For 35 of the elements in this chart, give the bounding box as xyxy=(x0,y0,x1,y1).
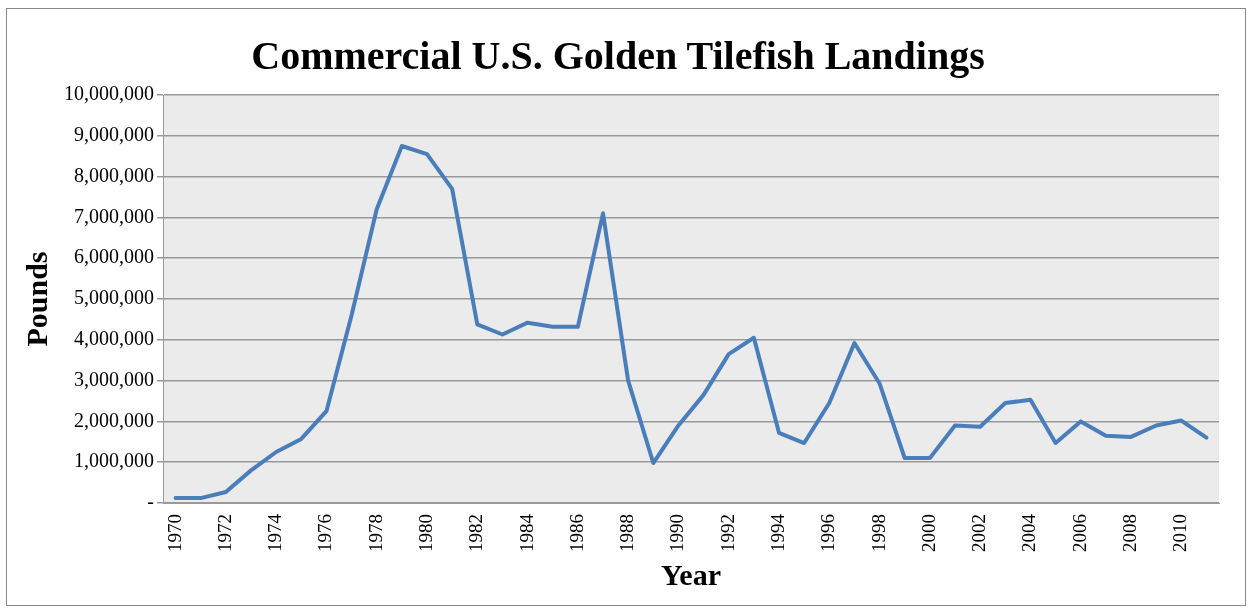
x-tick-label: 2008 xyxy=(1118,514,1140,552)
x-tick-label: 1988 xyxy=(616,514,638,552)
x-tick-label: 2002 xyxy=(968,514,990,552)
x-tick-label: 1990 xyxy=(666,514,688,552)
y-tick-label: 9,000,000 xyxy=(74,123,154,146)
x-tick-label: 1970 xyxy=(163,514,185,552)
x-tick-label: 1996 xyxy=(817,514,839,552)
y-tick-label: 10,000,000 xyxy=(64,82,154,105)
x-tick-label: 2000 xyxy=(917,514,939,552)
chart-title: Commercial U.S. Golden Tilefish Landings xyxy=(251,33,985,79)
x-tick-label: 1978 xyxy=(364,514,386,552)
x-tick-label: 1980 xyxy=(414,514,436,552)
x-tick-label: 1984 xyxy=(515,513,537,552)
x-tick-label: 1992 xyxy=(716,514,738,552)
x-tick-label: 1994 xyxy=(766,513,788,552)
x-tick-label: 1998 xyxy=(867,514,889,552)
y-tick-label: 2,000,000 xyxy=(74,408,154,431)
x-tick-label: 1972 xyxy=(213,514,235,552)
x-tick-label: 2004 xyxy=(1018,513,1040,552)
x-tick-label: 1986 xyxy=(565,514,587,552)
y-tick-label: - xyxy=(147,490,154,513)
x-tick-label: 1982 xyxy=(465,514,487,552)
y-tick-label: 1,000,000 xyxy=(74,449,154,472)
y-axis-title: Pounds xyxy=(19,251,53,347)
x-tick-label: 1974 xyxy=(264,513,286,552)
y-tick-label: 7,000,000 xyxy=(74,204,154,227)
y-tick-label: 4,000,000 xyxy=(74,327,154,350)
y-tick-label: 5,000,000 xyxy=(74,286,154,309)
y-tick-label: 8,000,000 xyxy=(74,163,154,186)
x-tick-label: 1976 xyxy=(314,514,336,552)
x-axis-title: Year xyxy=(661,557,721,591)
y-tick-label: 6,000,000 xyxy=(74,245,154,268)
y-tick-label: 3,000,000 xyxy=(74,367,154,390)
x-tick-label: 2010 xyxy=(1169,514,1191,552)
x-tick-label: 2006 xyxy=(1068,514,1090,552)
